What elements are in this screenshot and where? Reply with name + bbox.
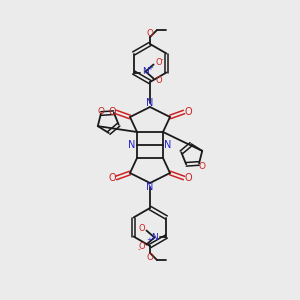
Text: N: N — [128, 140, 136, 150]
Text: O: O — [98, 107, 104, 116]
Text: O: O — [138, 224, 145, 233]
Text: O: O — [108, 107, 116, 117]
Text: N: N — [142, 67, 149, 76]
Text: O: O — [155, 76, 162, 85]
Text: O: O — [155, 58, 162, 67]
Text: +: + — [146, 238, 152, 244]
Text: O: O — [146, 253, 154, 262]
Text: N: N — [146, 98, 154, 107]
Text: +: + — [148, 65, 154, 71]
Text: N: N — [164, 140, 172, 150]
Text: O: O — [199, 162, 206, 171]
Text: O: O — [184, 107, 192, 117]
Text: O: O — [108, 173, 116, 183]
Text: O: O — [184, 173, 192, 183]
Text: N: N — [146, 182, 154, 193]
Text: -: - — [160, 56, 163, 62]
Text: O: O — [138, 242, 145, 251]
Text: N: N — [151, 233, 158, 242]
Text: O: O — [146, 28, 154, 38]
Text: -: - — [137, 247, 140, 253]
